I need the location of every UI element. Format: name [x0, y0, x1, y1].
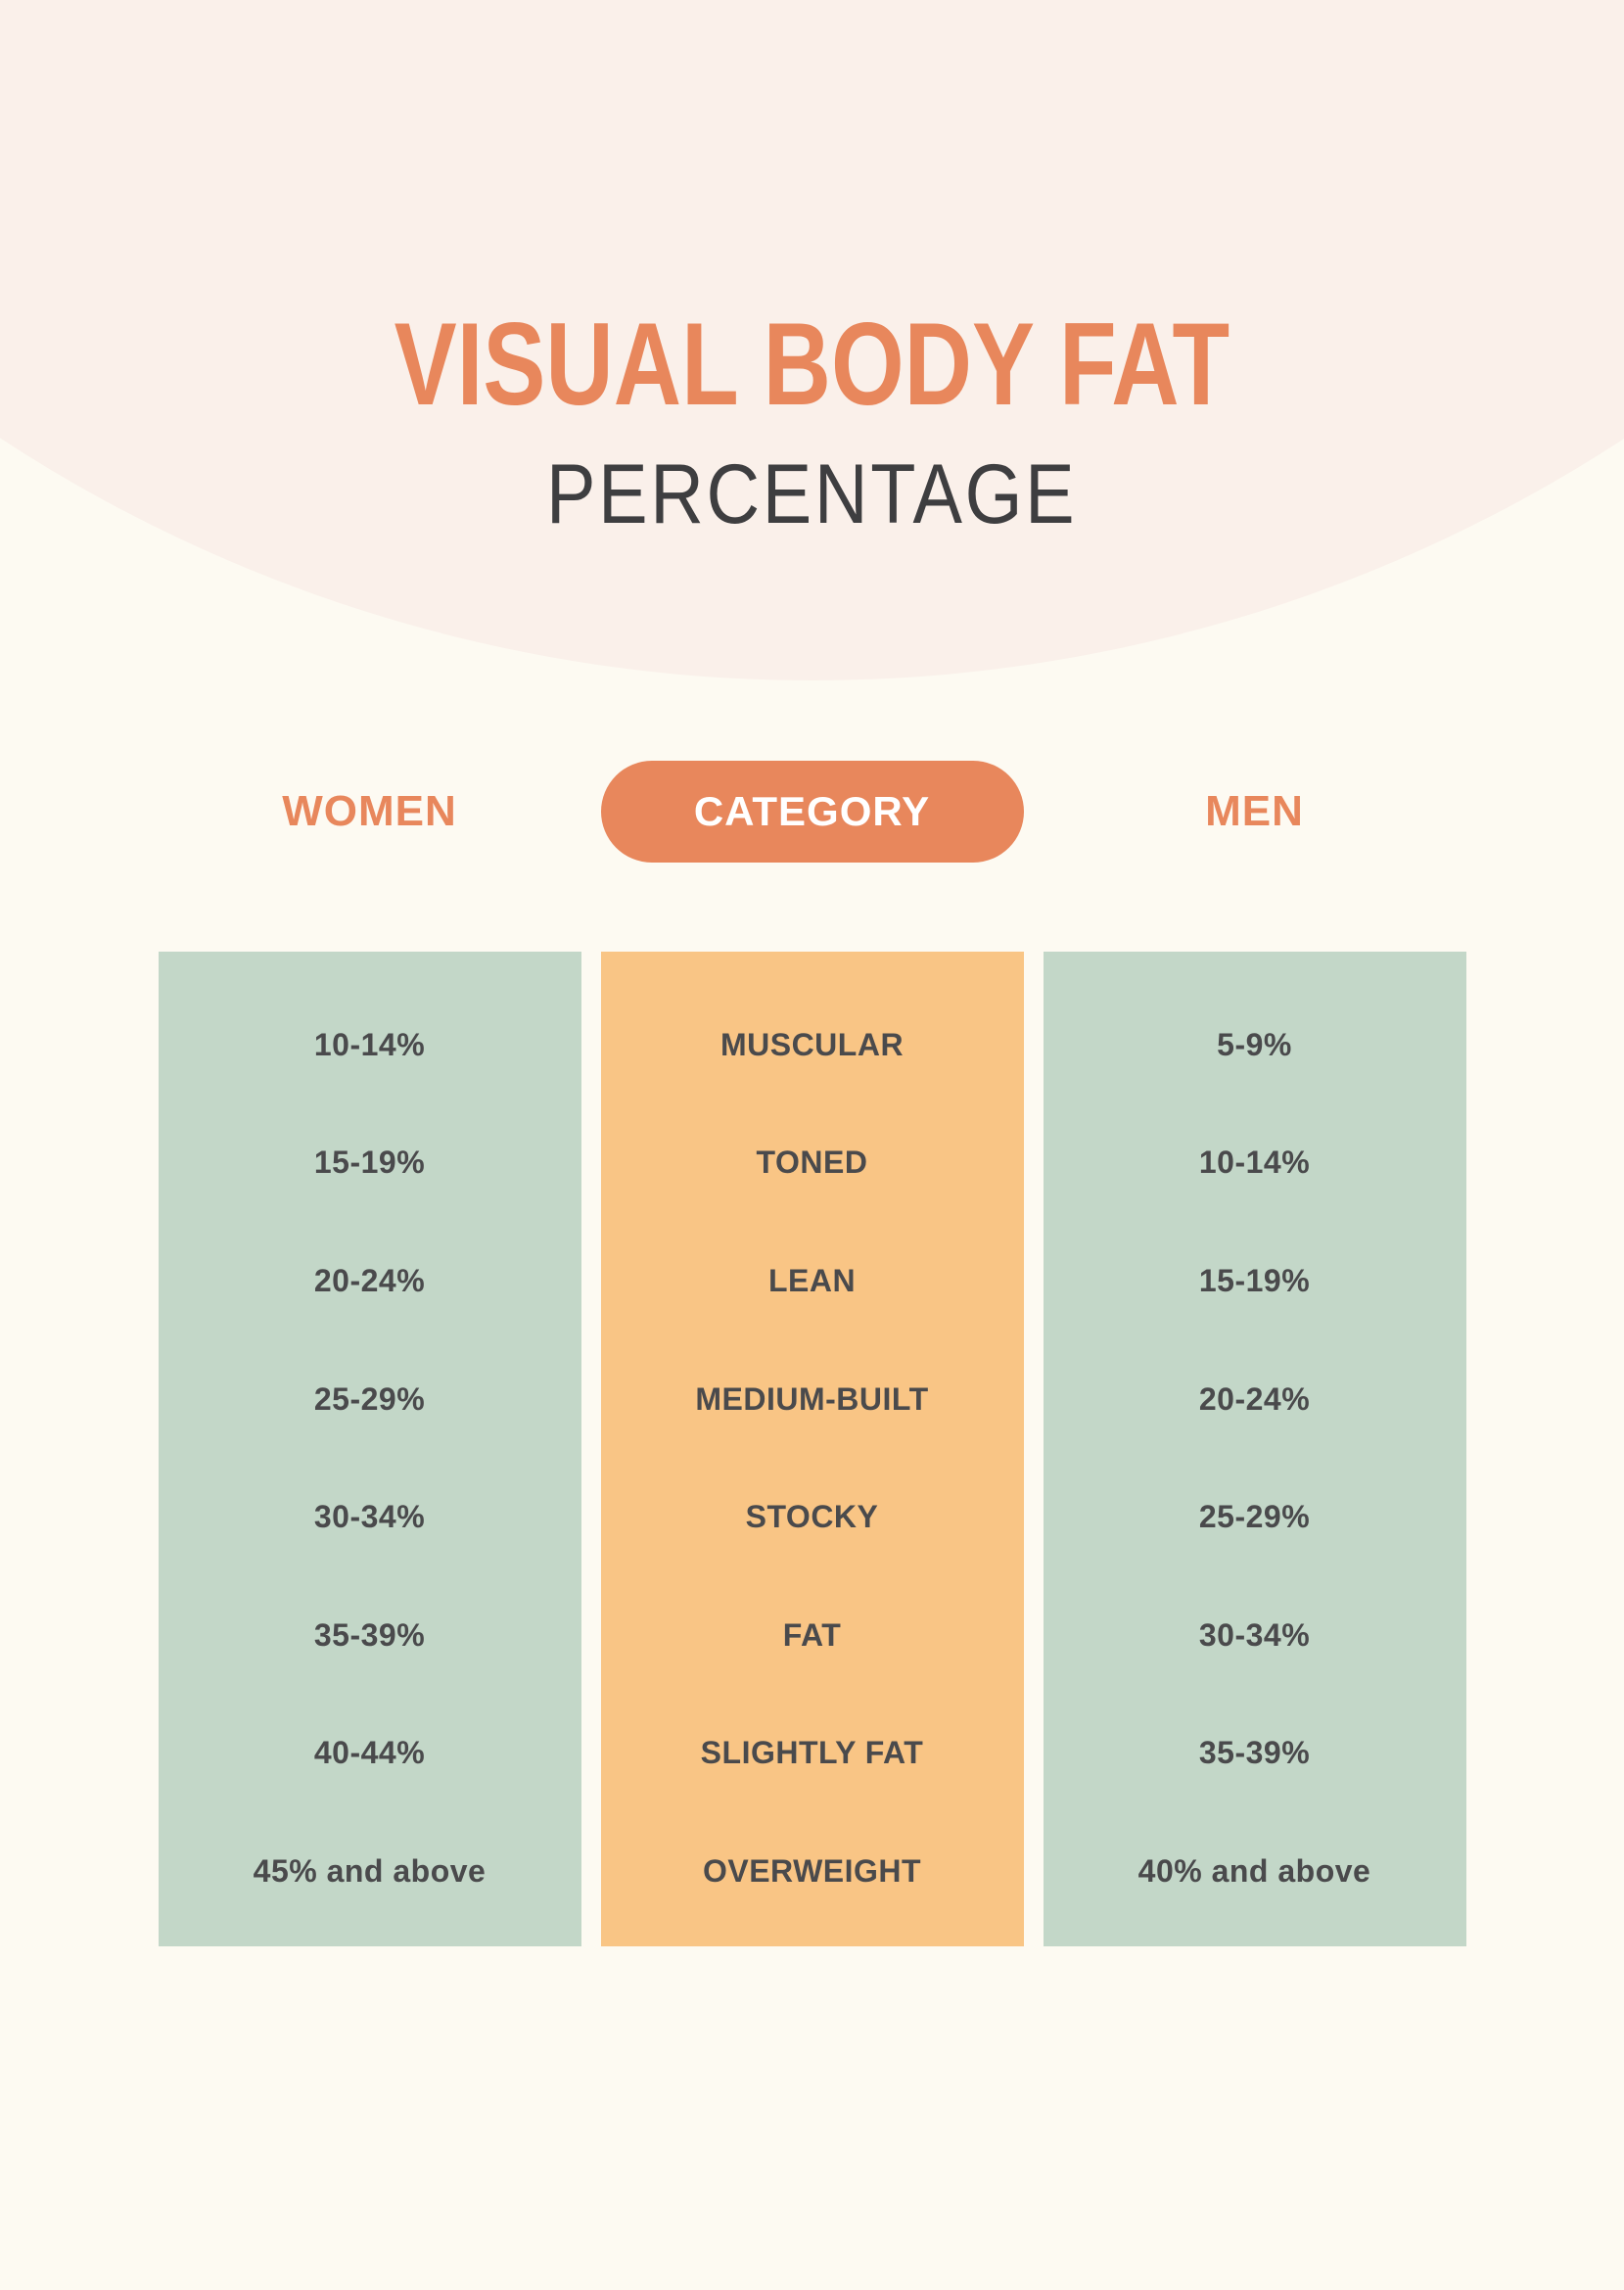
men-column: 5-9% 10-14% 15-19% 20-24% 25-29% 30-34% …	[1043, 952, 1466, 1946]
table-cell: 20-24%	[1198, 1380, 1311, 1417]
table-cell: 40% and above	[1137, 1852, 1371, 1889]
table-cell: MUSCULAR	[719, 1026, 905, 1062]
page-title: VISUAL BODY FAT	[0, 305, 1624, 423]
page-subtitle: PERCENTAGE	[0, 452, 1624, 537]
men-header-cell: MEN	[1044, 761, 1466, 863]
table-cell: 45% and above	[253, 1852, 487, 1889]
table-cell: 30-34%	[1198, 1616, 1311, 1653]
women-header-cell: WOMEN	[159, 761, 581, 863]
curved-header-background	[0, 0, 1624, 680]
table-cell: 25-29%	[313, 1380, 426, 1417]
table-cell: FAT	[782, 1616, 842, 1653]
table-cell: LEAN	[767, 1262, 857, 1298]
table-cell: 35-39%	[1198, 1735, 1311, 1771]
category-pill: CATEGORY	[600, 761, 1024, 863]
table-cell: 10-14%	[1198, 1145, 1311, 1181]
table-cell: 10-14%	[313, 1026, 426, 1062]
column-headers: WOMEN CATEGORY MEN	[159, 761, 1466, 863]
table-cell: 20-24%	[313, 1262, 426, 1298]
table-cell: OVERWEIGHT	[702, 1852, 922, 1889]
table-cell: 25-29%	[1198, 1499, 1311, 1535]
men-header-label: MEN	[1205, 787, 1304, 835]
table-cell: 15-19%	[1198, 1262, 1311, 1298]
page-title-text: VISUAL BODY FAT	[394, 299, 1230, 430]
category-header-cell: CATEGORY	[600, 761, 1024, 863]
table-cell: MEDIUM-BUILT	[695, 1380, 929, 1417]
table-cell: 30-34%	[313, 1499, 426, 1535]
table-cell: 35-39%	[313, 1616, 426, 1653]
category-header-label: CATEGORY	[693, 788, 931, 834]
women-header-label: WOMEN	[282, 787, 457, 835]
table-cell: 5-9%	[1217, 1026, 1292, 1062]
table-cell: SLIGHTLY FAT	[700, 1735, 924, 1771]
table-cell: 40-44%	[313, 1735, 426, 1771]
table-cell: 15-19%	[313, 1145, 426, 1181]
table-cell: TONED	[756, 1145, 868, 1181]
category-column: MUSCULAR TONED LEAN MEDIUM-BUILT STOCKY …	[600, 952, 1024, 1946]
page-subtitle-text: PERCENTAGE	[546, 447, 1078, 541]
table-cell: STOCKY	[745, 1499, 879, 1535]
women-column: 10-14% 15-19% 20-24% 25-29% 30-34% 35-39…	[158, 952, 581, 1946]
body-fat-table: 10-14% 15-19% 20-24% 25-29% 30-34% 35-39…	[158, 952, 1466, 1946]
